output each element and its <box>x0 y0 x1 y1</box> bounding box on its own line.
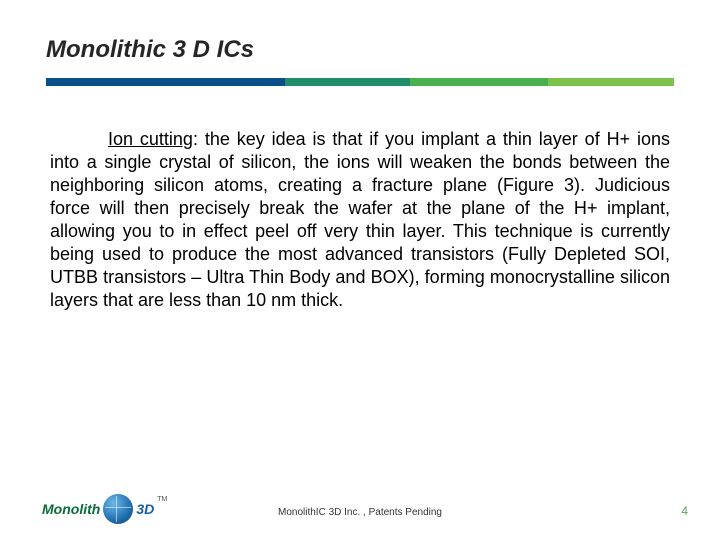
body-paragraph: Ion cutting: the key idea is that if you… <box>46 128 674 312</box>
body-lead-term: Ion cutting <box>108 129 193 149</box>
page-number: 4 <box>681 504 688 518</box>
footer-center-text: MonolithIC 3D Inc. , Patents Pending <box>0 507 720 518</box>
rule-seg-1 <box>46 78 285 86</box>
rule-seg-3 <box>410 78 548 86</box>
logo-tm: TM <box>157 496 167 503</box>
page-title: Monolithic 3 D ICs <box>46 36 674 64</box>
footer: Monolith 3D TM MonolithIC 3D Inc. , Pate… <box>0 484 720 524</box>
title-rule <box>46 78 674 86</box>
body-main-text: : the key idea is that if you implant a … <box>50 129 670 310</box>
rule-seg-4 <box>548 78 674 86</box>
slide: Monolithic 3 D ICs Ion cutting: the key … <box>0 0 720 540</box>
rule-seg-2 <box>285 78 411 86</box>
